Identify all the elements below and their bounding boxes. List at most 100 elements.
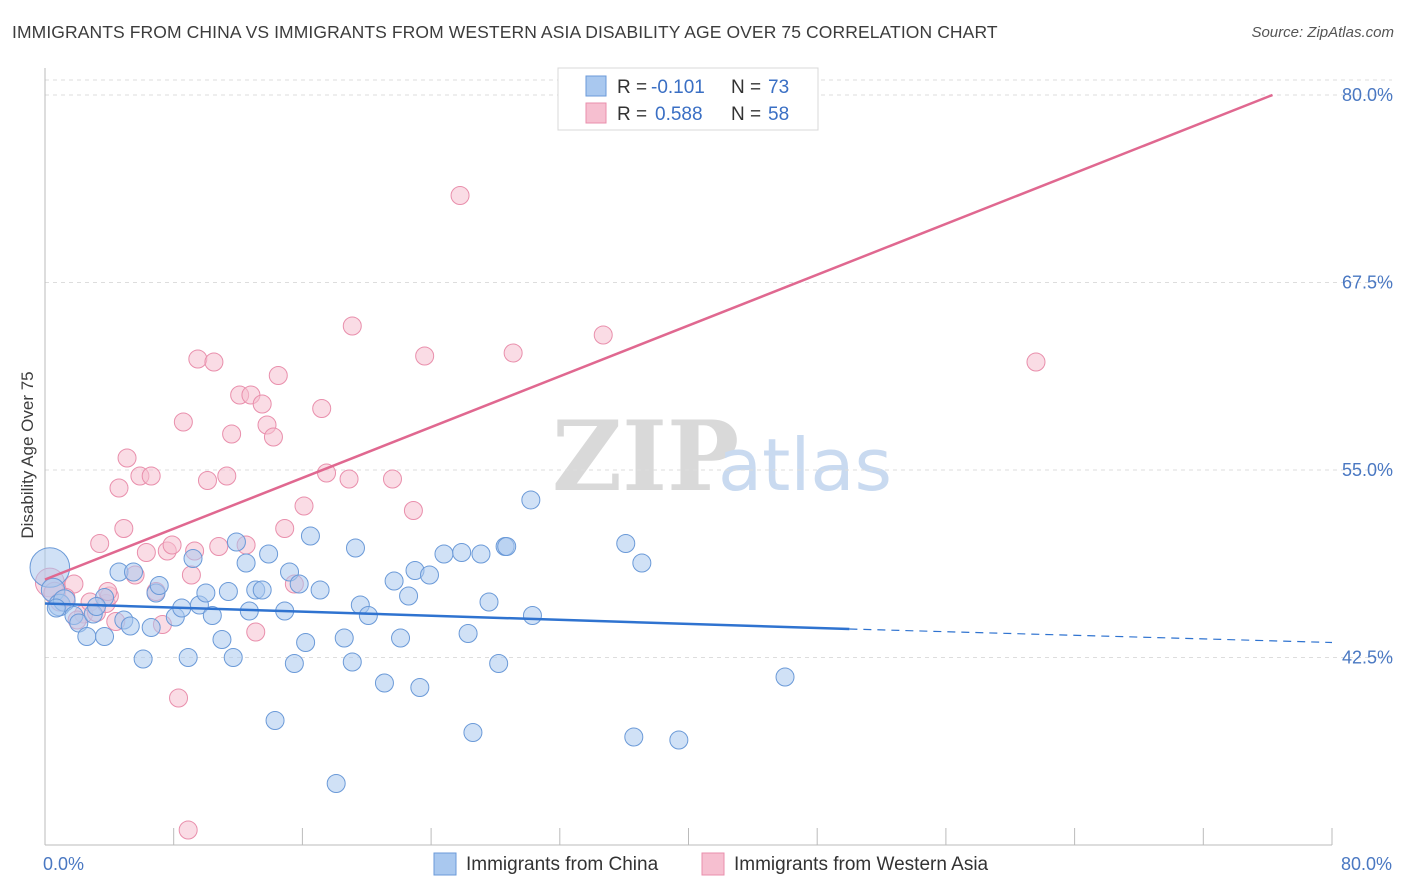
china-point-56 xyxy=(452,543,472,562)
china-point-57 xyxy=(458,624,478,643)
wasia-point-46 xyxy=(342,316,362,336)
watermark-zip: ZIP xyxy=(552,400,739,513)
china-point-70 xyxy=(775,667,795,687)
china-point-13 xyxy=(123,562,143,582)
china-point-67 xyxy=(624,727,644,747)
wasia-point-17 xyxy=(141,466,161,486)
china-point-44 xyxy=(342,652,362,672)
china-point-26 xyxy=(218,582,238,601)
china-point-12 xyxy=(120,616,140,636)
wasia-point-42 xyxy=(294,496,314,516)
legend-r-label-wasia: R = xyxy=(617,104,647,125)
china-point-20 xyxy=(178,648,198,667)
wasia-point-7 xyxy=(90,534,110,553)
china-trend-line-extension xyxy=(849,628,1333,644)
china-point-60 xyxy=(479,592,499,612)
china-point-42 xyxy=(326,774,346,793)
china-point-69 xyxy=(669,730,689,750)
chart-title: IMMIGRANTS FROM CHINA VS IMMIGRANTS FROM… xyxy=(12,22,998,42)
x-tick-label-max: 80.0% xyxy=(1341,854,1392,874)
series-western-asia-points xyxy=(34,186,1046,840)
china-point-29 xyxy=(236,553,256,573)
china-point-54 xyxy=(419,565,439,585)
china-point-47 xyxy=(358,606,378,625)
wasia-point-25 xyxy=(181,565,201,585)
china-point-63 xyxy=(497,537,517,556)
china-point-33 xyxy=(259,544,279,564)
wasia-point-47 xyxy=(382,469,402,489)
wasia-point-35 xyxy=(246,622,266,642)
china-point-39 xyxy=(296,633,316,652)
wasia-point-24 xyxy=(178,820,198,840)
china-point-45 xyxy=(345,538,365,558)
wasia-point-48 xyxy=(403,501,423,520)
china-point-34 xyxy=(265,711,285,730)
wasia-point-22 xyxy=(169,688,189,708)
china-point-28 xyxy=(226,532,246,552)
china-point-68 xyxy=(632,553,652,573)
legend-swatch-wasia xyxy=(585,102,607,124)
x-ticks xyxy=(44,828,1333,845)
wasia-point-11 xyxy=(109,478,129,498)
legend-n-value-wasia: 58 xyxy=(768,104,789,125)
china-point-43 xyxy=(334,628,354,648)
wasia-point-43 xyxy=(312,399,332,418)
china-point-15 xyxy=(141,618,161,637)
china-point-50 xyxy=(391,628,411,648)
wasia-point-28 xyxy=(204,352,224,372)
china-point-24 xyxy=(202,606,222,625)
wasia-point-40 xyxy=(275,519,295,538)
china-point-51 xyxy=(399,586,419,606)
china-point-58 xyxy=(463,723,483,742)
legend-swatch-china xyxy=(585,75,607,97)
legend-r-label-china: R = xyxy=(617,77,647,98)
wasia-point-30 xyxy=(217,466,237,486)
legend-n-label-wasia: N = xyxy=(731,104,761,125)
china-point-37 xyxy=(284,654,304,673)
wasia-point-12 xyxy=(114,519,134,538)
china-point-23 xyxy=(196,583,216,603)
bottom-legend-label-wasia: Immigrants from Western Asia xyxy=(734,854,989,875)
china-point-21 xyxy=(183,549,203,568)
y-tick-label-3: 80.0% xyxy=(1342,85,1393,105)
source-credit: Source: ZipAtlas.com xyxy=(1251,24,1394,41)
wasia-point-39 xyxy=(268,366,288,385)
wasia-point-51 xyxy=(503,343,523,363)
china-point-8 xyxy=(95,627,115,646)
china-point-53 xyxy=(410,678,430,697)
china-point-41 xyxy=(310,580,330,600)
legend-n-value-china: 73 xyxy=(768,77,789,98)
china-point-48 xyxy=(374,673,394,693)
y-tick-labels: 42.5% 55.0% 67.5% 80.0% xyxy=(1342,85,1393,668)
series-china-points xyxy=(29,490,795,793)
bottom-legend-label-china: Immigrants from China xyxy=(466,854,659,875)
wasia-point-13 xyxy=(117,448,137,468)
china-point-17 xyxy=(149,576,169,595)
legend-r-value-wasia: 0.588 xyxy=(655,104,703,125)
china-point-66 xyxy=(616,534,636,553)
china-trend-line xyxy=(44,602,850,631)
wasia-point-50 xyxy=(450,186,470,205)
watermark-atlas: atlas xyxy=(718,423,892,507)
wasia-point-52 xyxy=(593,325,613,345)
legend-bottom: Immigrants from China Immigrants from We… xyxy=(433,852,989,876)
china-point-61 xyxy=(489,654,509,673)
y-tick-label-0: 42.5% xyxy=(1342,648,1393,668)
wasia-point-45 xyxy=(339,469,359,489)
china-point-25 xyxy=(212,630,232,649)
y-tick-label-2: 67.5% xyxy=(1342,273,1393,293)
wasia-point-36 xyxy=(252,394,272,414)
wasia-point-16 xyxy=(136,543,156,562)
wasia-point-23 xyxy=(173,412,193,432)
y-tick-label-1: 55.0% xyxy=(1342,460,1393,480)
x-tick-label-min: 0.0% xyxy=(43,854,84,874)
legend-n-label-china: N = xyxy=(731,77,761,98)
china-point-38 xyxy=(289,574,309,594)
wasia-point-21 xyxy=(162,535,182,555)
china-point-6 xyxy=(77,627,97,646)
legend-r-value-china: -0.101 xyxy=(651,77,705,98)
wasia-point-27 xyxy=(197,471,217,490)
china-point-40 xyxy=(300,526,320,546)
china-point-14 xyxy=(133,649,153,669)
wasia-point-29 xyxy=(209,537,229,556)
